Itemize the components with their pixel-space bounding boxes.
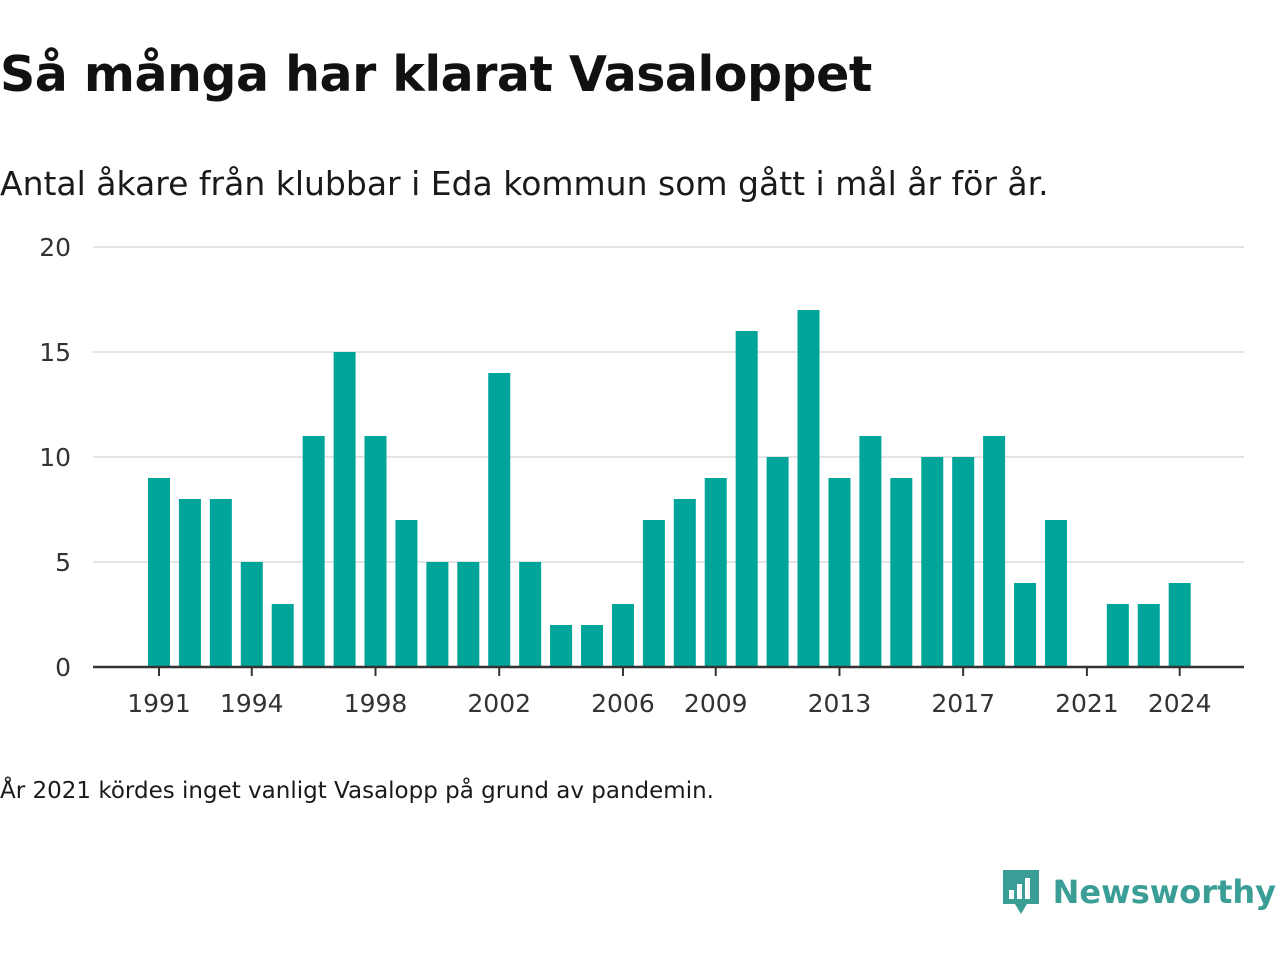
bar-2010 [735,331,758,667]
bar-2012 [797,310,820,667]
x-tick-label: 1991 [127,689,191,718]
bar-2019 [1014,583,1037,667]
bar-2017 [952,457,975,667]
bar-chart: 0 5 10 15 20 1991 1994 1998 2002 2006 2009 2013 201… [39,233,1244,718]
bar-1997 [333,352,356,667]
footnote: År 2021 kördes inget vanligt Vasalopp på… [0,778,714,804]
bar-2023 [1137,604,1160,667]
bar-2000 [426,562,449,667]
bar-2006 [611,604,634,667]
brand-name: Newsworthy [1052,873,1276,911]
x-tick-label: 2002 [467,689,531,718]
bar-2016 [921,457,944,667]
bar-1995 [271,604,294,667]
bar-2024 [1168,583,1191,667]
bar-2002 [488,373,511,667]
bar-1999 [395,520,418,667]
bar-2022 [1106,604,1129,667]
chart-subtitle: Antal åkare från klubbar i Eda kommun so… [0,164,1049,203]
bar-2013 [828,478,851,667]
bar-1994 [240,562,263,667]
bar-2014 [859,436,882,667]
bar-2007 [642,520,665,667]
x-tick-label: 2021 [1055,689,1119,718]
x-tick-label: 1994 [220,689,284,718]
bar-2018 [983,436,1006,667]
newsworthy-logo: Newsworthy [1001,868,1276,916]
bar-2008 [673,499,696,667]
bar-2005 [581,625,604,667]
y-tick-label: 15 [39,338,71,367]
bar-1992 [178,499,201,667]
grid-lines [93,246,1244,563]
bar-2015 [890,478,913,667]
bar-2003 [519,562,542,667]
bar-2011 [766,457,789,667]
y-tick-label: 20 [39,233,71,262]
x-tick-label: 1998 [344,689,408,718]
y-tick-label: 0 [55,653,71,682]
y-axis-ticks: 0 5 10 15 20 [39,233,71,682]
bar-1996 [302,436,325,667]
bars [148,310,1191,667]
bar-2009 [704,478,727,667]
x-tick-label: 2017 [931,689,995,718]
y-tick-label: 10 [39,443,71,472]
chart-title: Så många har klarat Vasaloppet [0,46,872,103]
x-tick-label: 2013 [808,689,872,718]
bar-2001 [457,562,480,667]
y-tick-label: 5 [55,548,71,577]
x-tick-label: 2024 [1148,689,1212,718]
x-axis-ticks: 1991 1994 1998 2002 2006 2009 2013 2017 2021 2024 [127,667,1212,718]
bar-2020 [1044,520,1067,667]
bar-1998 [364,436,387,667]
bar-2004 [550,625,573,667]
bar-1993 [209,499,232,667]
x-tick-label: 2009 [684,689,748,718]
x-tick-label: 2006 [591,689,655,718]
bar-1991 [148,478,170,667]
chat-bar-chart-icon [1002,870,1039,914]
